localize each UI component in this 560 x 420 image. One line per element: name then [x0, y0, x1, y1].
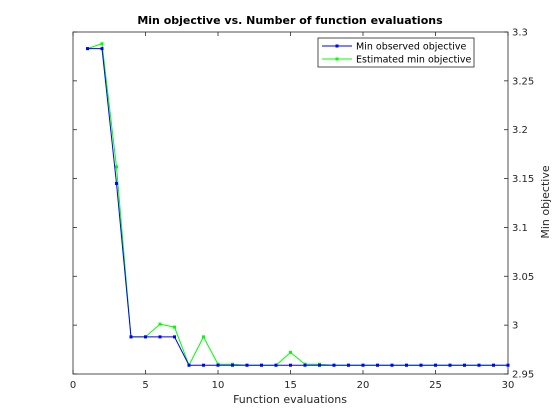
chart-title: Min objective vs. Number of function eva…	[137, 14, 443, 27]
y-axis-label: Min objective	[539, 165, 552, 238]
x-tick-label: 30	[502, 380, 515, 391]
data-point	[289, 363, 292, 367]
x-tick-label: 15	[284, 380, 297, 391]
data-point	[361, 363, 365, 367]
data-point	[115, 165, 118, 169]
data-point	[216, 363, 220, 367]
data-point	[477, 363, 481, 367]
legend: Min observed objective Estimated min obje…	[317, 37, 475, 68]
data-point	[202, 335, 205, 339]
data-point	[158, 322, 162, 326]
data-point	[434, 363, 437, 367]
data-point	[173, 325, 176, 329]
data-point	[86, 47, 89, 51]
data-point	[245, 363, 249, 367]
axes-box	[72, 31, 509, 375]
data-point	[318, 363, 321, 367]
data-point	[202, 363, 205, 367]
x-tick-label: 20	[357, 380, 370, 391]
y-tick-label: 3.1	[512, 223, 528, 234]
data-point	[231, 363, 234, 367]
legend-entry-label: Min observed objective	[356, 42, 466, 53]
data-point	[187, 363, 191, 367]
data-point	[376, 363, 379, 367]
data-point	[100, 47, 104, 51]
y-tick-label: 3.3	[512, 28, 528, 39]
data-point	[260, 363, 263, 367]
y-tick-label: 2.95	[512, 370, 534, 381]
data-point	[274, 363, 278, 367]
series-line-min-observed	[87, 48, 508, 366]
data-point	[492, 363, 495, 367]
y-tick-label: 3	[512, 321, 518, 332]
data-point	[463, 363, 466, 367]
data-point	[100, 42, 104, 46]
x-tick-label: 10	[212, 380, 225, 391]
data-point	[390, 363, 394, 367]
data-point	[115, 181, 118, 185]
data-point	[347, 363, 350, 367]
y-tick-label: 3.05	[512, 272, 534, 283]
data-point	[448, 363, 452, 367]
x-tick-label: 5	[142, 380, 148, 391]
y-tick-label: 3.2	[512, 125, 528, 136]
y-tick-label: 3.25	[512, 76, 534, 87]
x-tick-label: 25	[429, 380, 442, 391]
data-point	[303, 363, 307, 367]
data-point	[144, 335, 147, 339]
data-point	[173, 335, 176, 339]
data-point	[506, 363, 510, 367]
data-point	[289, 351, 292, 355]
x-tick-label: 0	[70, 380, 76, 391]
legend-box	[317, 37, 475, 68]
legend-swatch-marker	[335, 44, 339, 48]
plot-area: 0 5 10 15 20 25 302.95 3 3.05 3.1 3.15 3.2 3.25 3.3	[70, 28, 534, 392]
y-tick-label: 3.15	[512, 174, 534, 185]
legend-entry-label: Estimated min objective	[356, 55, 471, 66]
data-point	[405, 363, 408, 367]
data-point	[158, 335, 162, 339]
data-point	[419, 363, 423, 367]
x-axis-label: Function evaluations	[233, 393, 347, 406]
data-point	[332, 363, 336, 367]
data-point	[129, 335, 133, 339]
legend-swatch-marker	[335, 57, 339, 61]
